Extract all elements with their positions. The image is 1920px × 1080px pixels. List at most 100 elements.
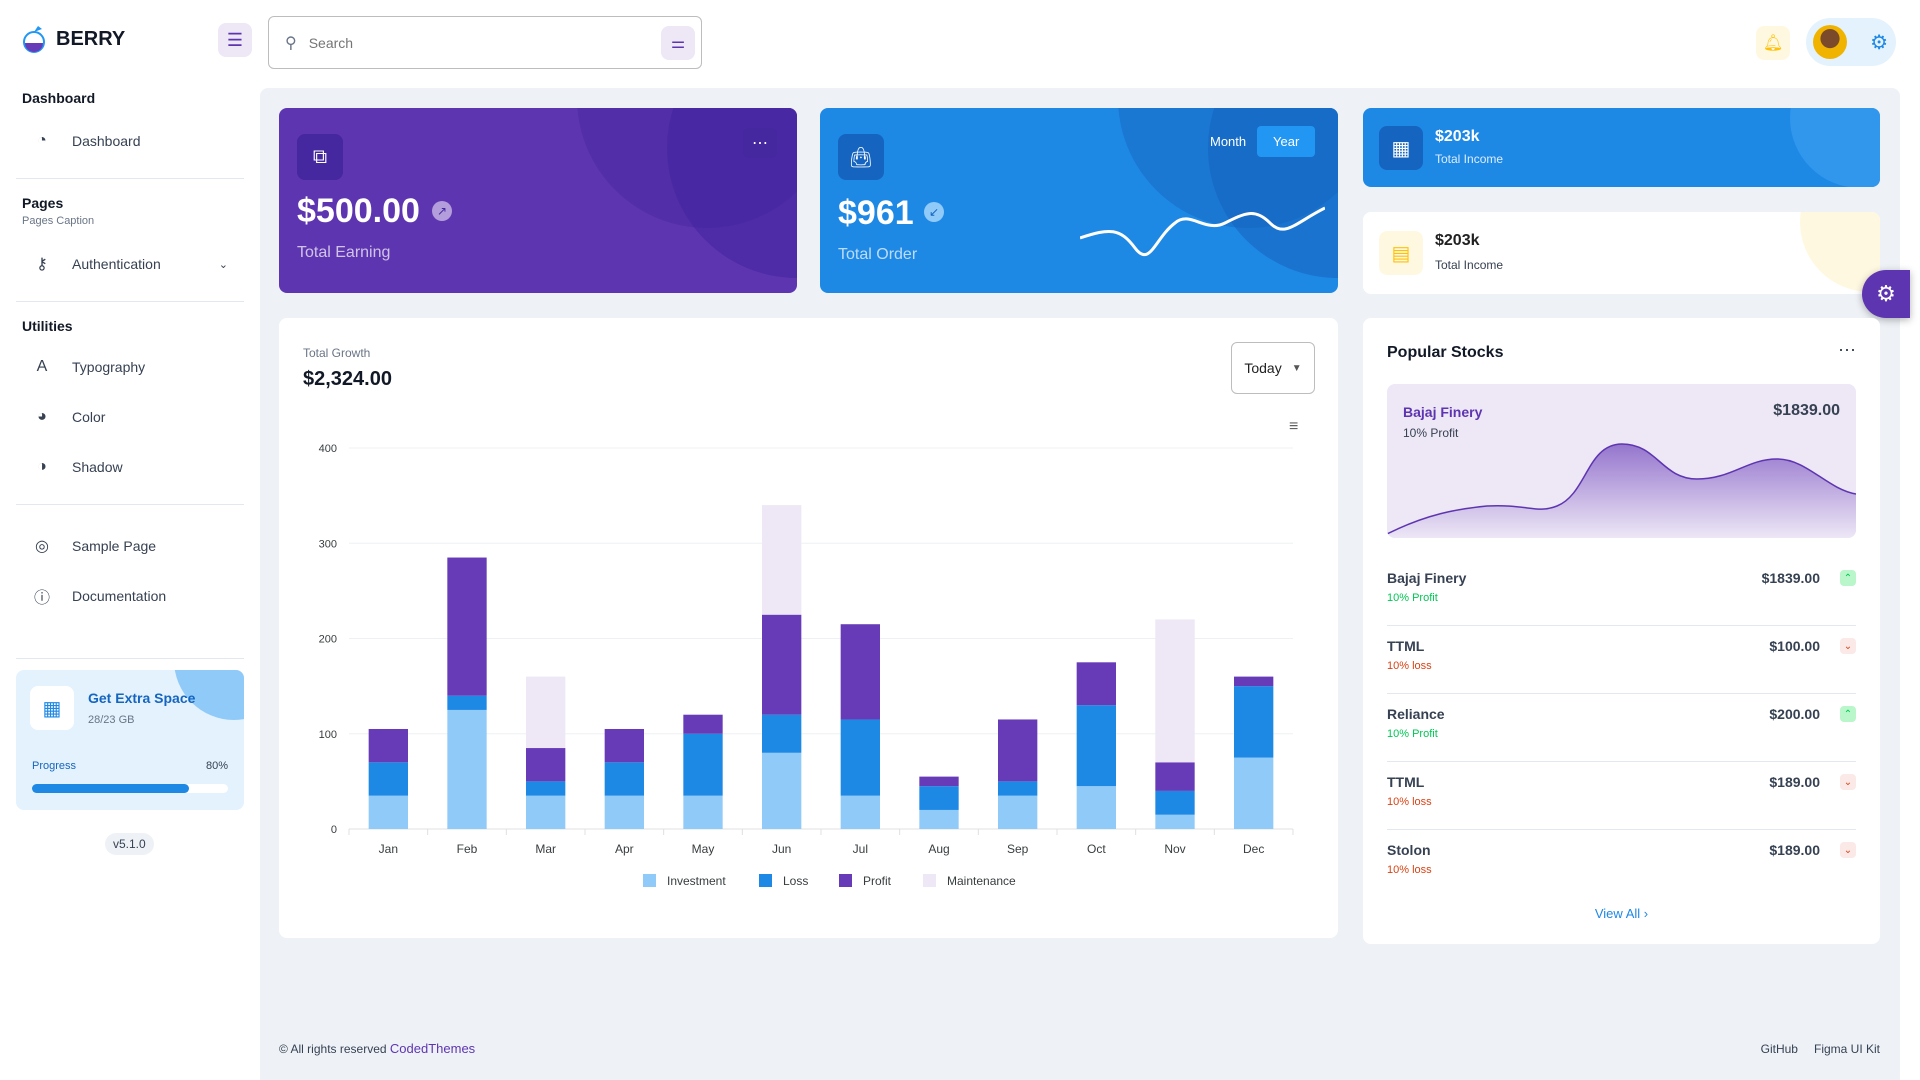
bar-profit-mar [526,748,566,782]
bar-profit-jan [368,728,408,763]
sidebar-item-typography[interactable]: A Typography [16,342,244,392]
period-value: Today [1244,360,1282,376]
adjustments-icon: ⚌ [670,34,686,52]
palette-icon: ◕ [37,408,47,425]
total-income-card-light: ▤ $203k Total Income [1363,212,1880,294]
bar-profit-jul [840,624,880,720]
growth-label: Total Growth [303,346,371,360]
legend-marker-maintenance [923,874,936,887]
wallet-icon: ⧉ [297,134,343,180]
help-icon: ⓘ [33,590,50,607]
y-tick-label: 400 [319,443,337,455]
chevron-right-icon: › [1643,906,1649,921]
stock-name: Bajaj Finery [1387,570,1467,586]
sidebar-item-label: Typography [72,359,146,375]
x-tick-label: Jun [772,842,791,856]
chevron-down-icon: ⌄ [1840,638,1856,654]
stock-price: $200.00 [1769,706,1820,722]
chevron-down-icon: ⌄ [218,258,228,271]
x-tick-label: Jul [853,842,868,856]
sidebar-item-color[interactable]: ◕ Color [16,392,244,442]
copyright-text: © All rights reserved [279,1042,387,1056]
sidebar-item-dashboard[interactable]: ◔ Dashboard [16,116,244,166]
bar-investment-nov [1155,814,1195,829]
section-title-dashboard: Dashboard [22,90,96,106]
bar-loss-mar [526,781,566,796]
avatar [1813,25,1847,59]
settings-icon: ⚙ [1870,31,1888,54]
legend-label: Profit [863,874,892,888]
bar-loss-dec [1234,686,1274,758]
figma-link[interactable]: Figma UI Kit [1813,1042,1880,1056]
chart-menu-icon[interactable]: ≡ [1289,418,1299,435]
stock-status: 10% loss [1387,660,1432,672]
berry-logo-icon [23,26,45,53]
bar-investment-aug [919,809,959,829]
promo-usage: 28/23 GB [88,714,135,726]
chevron-up-icon: ⌃ [1840,706,1856,722]
bar-maintenance-jun [762,505,802,615]
featured-price: $1839.00 [1773,402,1840,419]
codedthemes-link[interactable]: CodedThemes [389,1041,476,1056]
y-tick-label: 100 [319,729,337,741]
growth-chart: 0 100 200 300 400 Jan Feb Mar Apr May Jun Jul Aug Sep… [319,443,1294,888]
brand-name: BERRY [56,27,126,50]
arrow-up-right-icon: ↗ [432,201,452,221]
profile-button[interactable]: ⚙ [1806,18,1896,66]
logo[interactable]: BERRY [22,24,125,54]
brand-chrome-icon: ◎ [35,538,49,555]
stock-status: 10% loss [1387,864,1432,876]
sidebar-item-authentication[interactable]: ⚷ Authentication ⌄ [16,239,244,289]
shopping-bag-icon: 👜︎ [838,134,884,180]
dashboard-icon: ◔ [37,132,47,149]
bar-loss-sep [998,781,1038,796]
sidebar: Dashboard ◔ Dashboard Pages Pages Caption… [16,88,244,621]
period-select[interactable]: Today ▼ [1231,342,1315,394]
view-all-link[interactable]: View All › [1363,906,1880,921]
stock-status: 10% Profit [1387,592,1438,604]
footer-copyright: © All rights reserved CodedThemes [279,1041,475,1056]
bar-loss-nov [1155,790,1195,815]
sidebar-item-label: Documentation [72,588,167,604]
bar-loss-jul [840,719,880,796]
x-tick-label: Feb [457,842,478,856]
sidebar-item-documentation[interactable]: ⓘ Documentation [16,571,244,621]
menu-toggle-button[interactable]: ☰ [218,23,252,57]
notification-button[interactable]: 🔔︎ [1756,26,1790,60]
legend-label: Loss [783,874,808,888]
sidebar-item-sample-page[interactable]: ◎ Sample Page [16,521,244,571]
order-sparkline [1080,206,1325,257]
stock-row: TTML $100.00 10% loss ⌄ [1387,626,1856,694]
divider [16,178,244,179]
sidebar-item-shadow[interactable]: ◑ Shadow [16,442,244,492]
stock-name: Stolon [1387,842,1431,858]
more-options-icon[interactable]: ⋯ [1838,340,1856,360]
featured-name: Bajaj Finery [1403,404,1483,420]
bar-investment-mar [526,795,566,829]
customize-button[interactable]: ⚙ [1862,270,1910,318]
search-input[interactable] [308,34,661,51]
github-link[interactable]: GitHub [1760,1042,1798,1056]
filter-button[interactable]: ⚌ [661,25,695,60]
x-tick-label: Aug [928,842,949,856]
bar-profit-jun [762,614,802,715]
bar-profit-feb [447,557,487,696]
more-button[interactable]: ⋯ [743,128,777,158]
progress-fill [32,784,189,793]
featured-status: 10% Profit [1403,426,1459,440]
x-tick-label: Apr [615,842,634,856]
settings-icon: ⚙ [1876,281,1896,306]
view-all-label: View All [1594,906,1641,921]
section-title-utilities: Utilities [22,318,73,334]
sidebar-item-label: Shadow [72,459,123,475]
bar-profit-oct [1076,662,1116,706]
featured-sparkline [1387,443,1856,538]
bar-loss-aug [919,786,959,810]
earning-value: $500.00 [297,192,420,230]
toggle-month[interactable]: Month [1210,134,1247,149]
typography-icon: A [36,358,48,375]
toggle-year[interactable]: Year [1257,126,1316,157]
growth-value: $2,324.00 [303,368,392,390]
x-tick-label: Nov [1164,842,1185,856]
order-value: $961 [838,194,914,232]
